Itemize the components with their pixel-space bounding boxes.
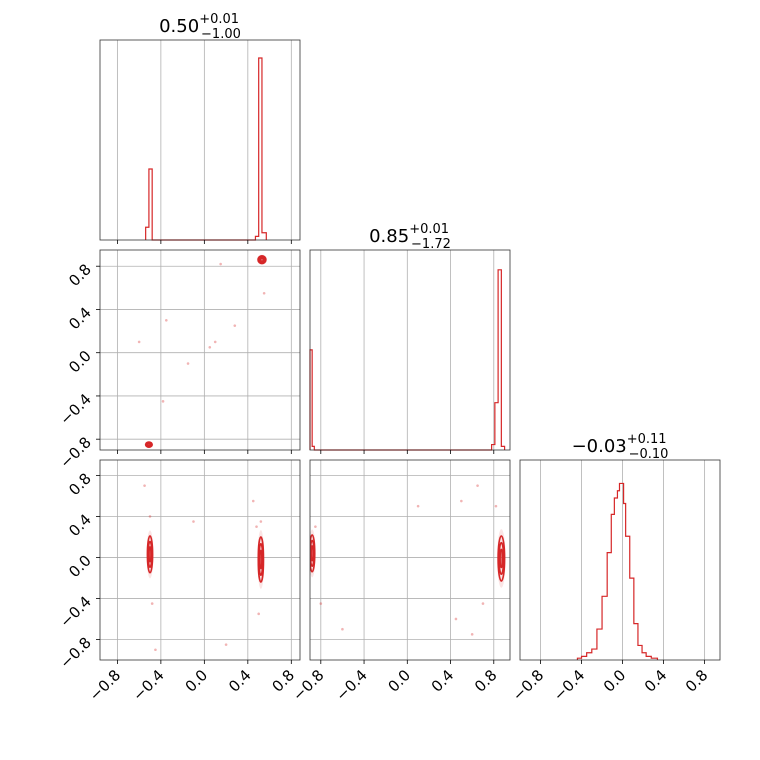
- tick-label-y: 0.0: [65, 347, 95, 377]
- panel-frame: [99, 459, 301, 661]
- tick-label-x: 0.4: [428, 666, 458, 696]
- density-contour: [258, 256, 266, 264]
- tick-label-x: 0.8: [471, 666, 501, 696]
- panel-frame: [99, 249, 301, 451]
- tick-label-x: 0.0: [182, 666, 212, 696]
- title-param-0: 0.50+0.01 −1.00: [159, 12, 241, 42]
- tick-label-x: −0.4: [550, 666, 588, 704]
- panel-frame: [309, 249, 511, 451]
- tick-label-x: −0.8: [86, 666, 124, 704]
- sample-point: [476, 484, 479, 487]
- sample-point: [224, 643, 228, 646]
- tick-label-y: 0.4: [65, 511, 95, 541]
- title-param-2: −0.03+0.11 −0.10: [572, 432, 669, 462]
- tick-label-x: 0.8: [682, 666, 712, 696]
- tick-label-x: −0.4: [129, 666, 167, 704]
- sample-point: [186, 362, 190, 365]
- tick-label-x: 0.4: [225, 666, 255, 696]
- sample-point: [470, 633, 474, 636]
- panel-frame: [99, 39, 301, 241]
- tick-label-y: 0.8: [65, 469, 95, 499]
- sample-point: [150, 602, 154, 605]
- sample-point: [460, 499, 463, 503]
- tick-label-x: 0.0: [600, 666, 630, 696]
- density-panel-1-2: [310, 484, 506, 636]
- tick-label-y: 0.0: [65, 552, 95, 582]
- sample-point: [192, 520, 195, 523]
- tick-label-y: −0.4: [56, 593, 94, 631]
- histogram-param-1: [309, 269, 506, 451]
- sample-point: [481, 602, 485, 605]
- density-contour: [146, 442, 152, 447]
- histogram-param-2: [576, 482, 659, 660]
- tick-label-y: −0.4: [56, 390, 94, 428]
- tick-label-x: −0.4: [332, 666, 370, 704]
- sample-point: [454, 617, 458, 621]
- sample-point: [219, 262, 222, 266]
- sample-point: [262, 291, 266, 295]
- tick-label-y: 0.4: [65, 304, 95, 334]
- tick-label-x: −0.8: [289, 666, 327, 704]
- sample-point: [233, 324, 237, 327]
- density-contour: [498, 541, 505, 576]
- sample-point: [314, 525, 317, 528]
- density-contour: [257, 255, 267, 265]
- sample-point: [143, 484, 146, 487]
- histogram-param-0: [145, 57, 267, 241]
- tick-label-y: −0.8: [56, 634, 94, 672]
- density-contour: [259, 257, 265, 263]
- tick-label-y: −0.8: [56, 433, 94, 471]
- sample-point: [319, 602, 323, 605]
- sample-point: [161, 400, 165, 403]
- sample-point: [341, 627, 344, 631]
- panel-frame: [309, 459, 511, 661]
- tick-label-x: 0.0: [385, 666, 415, 696]
- sample-point: [165, 318, 168, 322]
- sample-point: [148, 515, 152, 518]
- sample-point: [208, 345, 212, 349]
- tick-label-x: −0.8: [509, 666, 547, 704]
- density-contour: [148, 546, 152, 563]
- title-param-1: 0.85+0.01 −1.72: [369, 222, 451, 252]
- sample-point: [259, 520, 263, 523]
- sample-point: [255, 525, 258, 528]
- sample-point: [257, 612, 260, 616]
- panel-frame: [519, 459, 721, 661]
- density-contour: [310, 545, 315, 562]
- density-contour: [497, 535, 506, 582]
- sample-point: [154, 648, 157, 652]
- tick-label-y: 0.8: [65, 260, 95, 290]
- density-contour: [259, 549, 263, 570]
- sample-point: [213, 340, 217, 344]
- sample-point: [251, 499, 255, 503]
- density-contour: [499, 548, 504, 569]
- sample-point: [416, 504, 420, 508]
- sample-point: [494, 504, 498, 508]
- density-panel-0-1: [137, 254, 268, 448]
- density-panel-0-2: [143, 484, 265, 652]
- tick-label-x: 0.4: [641, 666, 671, 696]
- sample-point: [137, 340, 141, 344]
